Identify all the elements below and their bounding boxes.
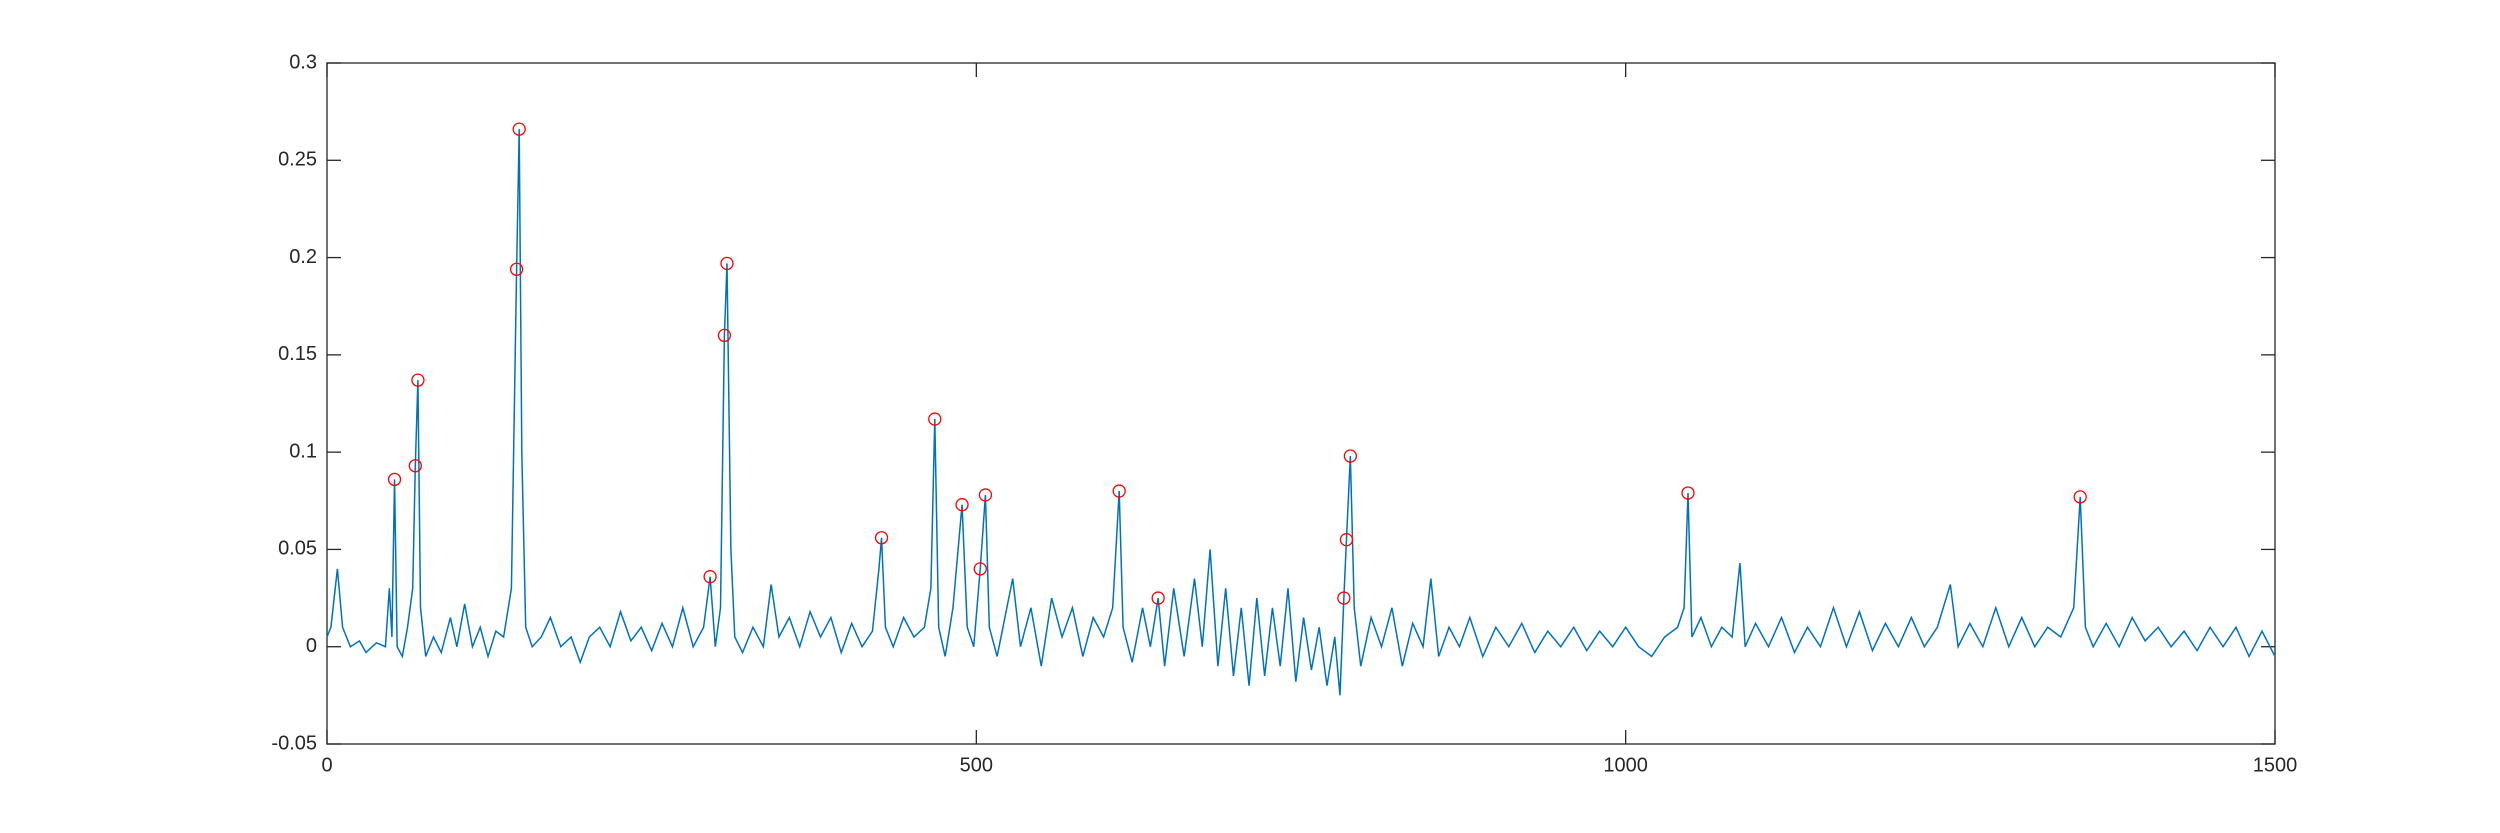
- y-tick-label: 0.15: [278, 343, 317, 365]
- peak-marker: [509, 262, 524, 276]
- x-tick-label: 500: [960, 754, 993, 776]
- peak-marker: [512, 122, 526, 136]
- y-tick-label: 0.2: [289, 246, 317, 268]
- y-tick-label: 0.05: [278, 538, 317, 560]
- peak-marker: [411, 373, 425, 387]
- peak-marker: [928, 412, 942, 426]
- x-tick-label: 1500: [2253, 754, 2298, 776]
- peak-marker: [1343, 449, 1357, 463]
- peak-marker: [1339, 533, 1354, 547]
- y-tick-label: -0.05: [271, 732, 317, 754]
- peak-marker: [2073, 490, 2087, 504]
- x-tick-label: 1000: [1603, 754, 1648, 776]
- y-tick-label: 0.25: [278, 149, 317, 171]
- peak-marker: [720, 256, 734, 271]
- y-tick-label: 0: [306, 635, 317, 657]
- x-tick-label: 0: [321, 754, 332, 776]
- peak-marker: [408, 459, 422, 473]
- peak-marker: [1112, 484, 1126, 498]
- peak-marker: [1337, 591, 1351, 605]
- peak-marker: [978, 488, 993, 502]
- y-tick-label: 0.3: [289, 51, 317, 73]
- peak-marker: [703, 570, 717, 584]
- plot-area: [326, 62, 2276, 745]
- peak-marker: [955, 498, 969, 512]
- peak-marker: [973, 562, 987, 576]
- y-tick-label: 0.1: [289, 440, 317, 462]
- peak-marker: [1681, 486, 1695, 500]
- peak-marker: [874, 531, 889, 545]
- peak-marker: [387, 472, 402, 487]
- peak-marker: [1151, 591, 1165, 605]
- signal-line: [326, 129, 2276, 696]
- peak-marker: [717, 328, 732, 343]
